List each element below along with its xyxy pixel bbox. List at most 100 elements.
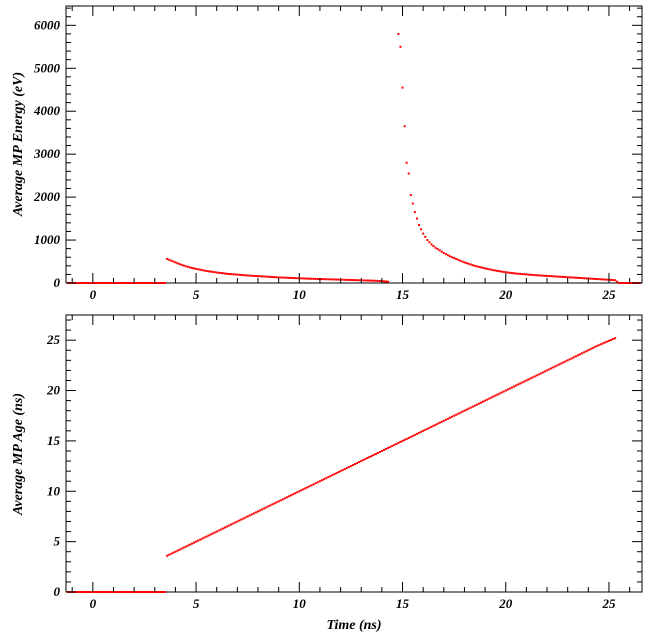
data-point bbox=[574, 355, 577, 358]
age-y-ticks: 0 5 10 15 20 25 bbox=[46, 319, 642, 599]
data-point bbox=[432, 424, 435, 427]
data-point bbox=[290, 494, 293, 497]
data-point bbox=[463, 409, 466, 412]
data-point bbox=[343, 278, 346, 281]
data-point bbox=[221, 527, 224, 530]
data-point bbox=[337, 278, 340, 281]
data-point bbox=[461, 410, 464, 413]
data-point bbox=[374, 279, 377, 282]
y-tick-label: 5 bbox=[54, 534, 61, 549]
data-point bbox=[376, 279, 379, 282]
data-point bbox=[124, 282, 127, 284]
data-point bbox=[164, 591, 167, 593]
data-point bbox=[162, 591, 165, 593]
data-point bbox=[574, 276, 577, 279]
data-point bbox=[168, 258, 171, 261]
data-point bbox=[178, 263, 181, 266]
data-point bbox=[385, 447, 387, 450]
data-point bbox=[170, 259, 173, 262]
data-point bbox=[479, 266, 482, 269]
data-point bbox=[228, 524, 231, 527]
data-point bbox=[100, 591, 103, 593]
data-point bbox=[397, 441, 400, 444]
data-point bbox=[349, 278, 352, 281]
data-point bbox=[139, 591, 142, 593]
x-tick-label: 10 bbox=[293, 596, 307, 611]
data-point bbox=[201, 537, 204, 540]
data-point bbox=[279, 276, 282, 279]
data-point bbox=[159, 282, 162, 284]
data-point bbox=[213, 531, 216, 534]
data-point bbox=[457, 412, 460, 415]
energy-marks bbox=[67, 32, 641, 284]
data-point bbox=[351, 279, 354, 282]
data-point bbox=[323, 478, 326, 481]
data-point bbox=[391, 444, 394, 447]
data-point bbox=[519, 382, 522, 385]
data-point bbox=[316, 277, 319, 280]
data-point bbox=[517, 383, 520, 386]
y-tick-label: 25 bbox=[46, 332, 61, 347]
data-point bbox=[238, 273, 241, 276]
data-point bbox=[300, 489, 303, 492]
data-point bbox=[508, 387, 511, 390]
data-point bbox=[184, 545, 187, 548]
data-point bbox=[434, 246, 437, 249]
data-point bbox=[261, 508, 264, 511]
data-point bbox=[473, 264, 476, 267]
data-point bbox=[234, 273, 237, 276]
data-point bbox=[591, 347, 594, 350]
data-point bbox=[242, 274, 245, 277]
x-axis-title: Time (ns) bbox=[326, 618, 381, 633]
data-point bbox=[558, 275, 561, 278]
data-point bbox=[626, 282, 629, 284]
data-point bbox=[387, 446, 390, 449]
data-point bbox=[550, 367, 553, 370]
data-point bbox=[110, 282, 113, 284]
data-point bbox=[562, 275, 565, 278]
data-point bbox=[304, 487, 307, 490]
data-point bbox=[366, 279, 369, 282]
data-point bbox=[372, 279, 375, 282]
data-point bbox=[618, 282, 621, 284]
data-point bbox=[339, 470, 342, 473]
data-point bbox=[539, 274, 542, 277]
data-point bbox=[442, 251, 445, 254]
data-point bbox=[449, 416, 451, 419]
data-point bbox=[327, 476, 330, 479]
data-point bbox=[444, 253, 447, 256]
data-point bbox=[525, 273, 528, 276]
data-point bbox=[521, 273, 524, 276]
data-point bbox=[118, 282, 121, 284]
data-point bbox=[356, 279, 359, 282]
data-point bbox=[308, 485, 311, 488]
data-point bbox=[572, 356, 575, 359]
data-point bbox=[110, 591, 113, 593]
data-point bbox=[236, 520, 239, 523]
data-point bbox=[100, 282, 103, 284]
data-point bbox=[298, 490, 301, 493]
data-point bbox=[306, 486, 309, 489]
data-point bbox=[554, 365, 557, 368]
data-point bbox=[331, 474, 334, 477]
data-point bbox=[405, 161, 408, 164]
data-point bbox=[475, 265, 478, 268]
data-point bbox=[558, 363, 561, 366]
data-point bbox=[335, 472, 338, 475]
data-point bbox=[347, 466, 350, 469]
data-point bbox=[486, 398, 489, 401]
data-point bbox=[389, 445, 392, 448]
data-point bbox=[409, 435, 412, 438]
data-point bbox=[436, 422, 439, 425]
data-point bbox=[166, 257, 169, 260]
data-point bbox=[193, 541, 195, 544]
data-point bbox=[418, 431, 421, 434]
data-point bbox=[333, 473, 336, 476]
data-point bbox=[370, 455, 373, 458]
data-point bbox=[129, 591, 131, 593]
data-point bbox=[430, 425, 433, 428]
data-point bbox=[209, 270, 212, 273]
data-point bbox=[195, 267, 198, 270]
data-point bbox=[597, 344, 600, 347]
data-point bbox=[591, 277, 594, 280]
